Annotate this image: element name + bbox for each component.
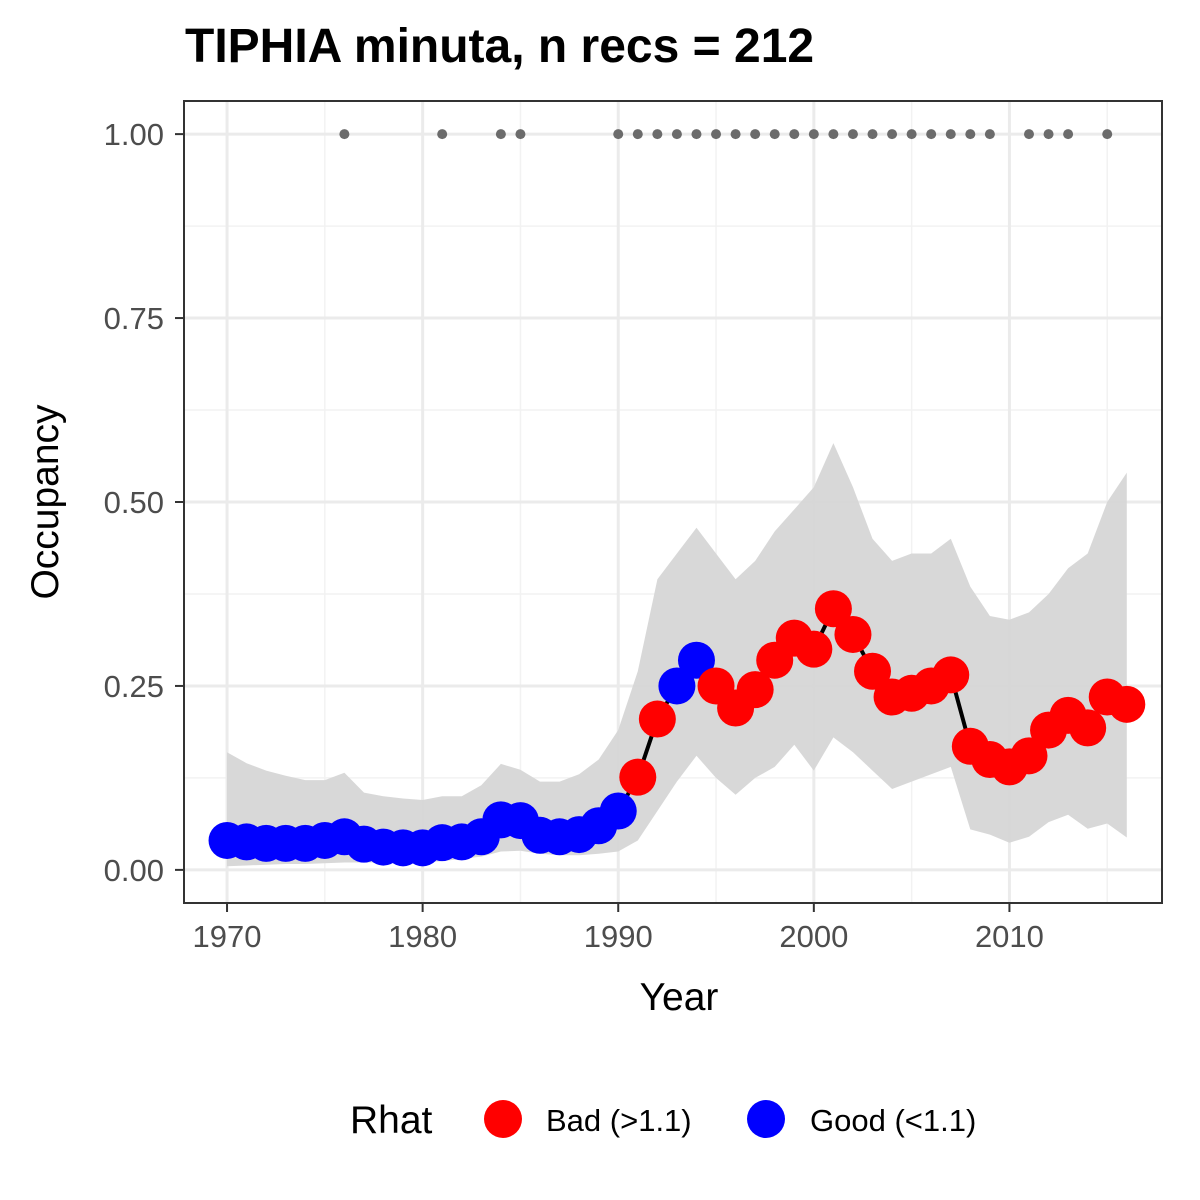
record-point — [1102, 129, 1113, 140]
record-point — [769, 129, 780, 140]
x-axis-title: Year — [640, 976, 719, 1019]
occupancy-ribbon — [227, 443, 1127, 867]
record-point — [711, 129, 722, 140]
y-axis: 0.00 0.25 0.50 0.75 1.00 — [104, 117, 184, 888]
occupancy-point — [1108, 685, 1146, 723]
occupancy-point — [736, 671, 774, 709]
record-point — [1063, 129, 1074, 140]
occupancy-point — [619, 758, 657, 796]
chart-title: TIPHIA minuta, n recs = 212 — [185, 20, 814, 73]
record-point — [808, 129, 819, 140]
legend-title: Rhat — [350, 1099, 433, 1142]
record-point — [339, 129, 350, 140]
occupancy-point — [1010, 737, 1048, 775]
record-point — [945, 129, 956, 140]
record-point — [632, 129, 643, 140]
record-point — [1023, 129, 1034, 140]
record-point — [515, 129, 526, 140]
y-tick-label: 0.50 — [104, 485, 164, 520]
record-point — [789, 129, 800, 140]
occupancy-point — [1069, 709, 1107, 747]
occupancy-point — [854, 652, 892, 690]
record-point — [887, 129, 898, 140]
record-point — [437, 129, 448, 140]
occupancy-point — [932, 656, 970, 694]
occupancy-point — [638, 700, 676, 738]
record-point — [847, 129, 858, 140]
occupancy-point — [814, 590, 852, 628]
record-point — [926, 129, 937, 140]
x-tick-label: 1970 — [193, 919, 262, 954]
occupancy-point — [795, 630, 833, 668]
record-point — [906, 129, 917, 140]
legend: Rhat Bad (>1.1) Good (<1.1) — [350, 1099, 976, 1142]
y-tick-label: 0.25 — [104, 669, 164, 704]
record-point — [984, 129, 995, 140]
y-tick-label: 1.00 — [104, 117, 164, 152]
record-point — [613, 129, 624, 140]
x-axis: 1970 1980 1990 2000 2010 — [193, 903, 1044, 954]
x-tick-label: 1980 — [388, 919, 457, 954]
occupancy-point — [599, 792, 637, 830]
y-axis-title: Occupancy — [24, 404, 67, 600]
record-point — [691, 129, 702, 140]
record-point — [652, 129, 663, 140]
x-tick-label: 1990 — [584, 919, 653, 954]
x-tick-label: 2000 — [779, 919, 848, 954]
legend-good-label: Good (<1.1) — [810, 1103, 976, 1138]
credible-interval-ribbon — [227, 443, 1127, 867]
record-point — [750, 129, 761, 140]
x-tick-label: 2010 — [975, 919, 1044, 954]
occupancy-point — [677, 641, 715, 679]
y-tick-label: 0.75 — [104, 301, 164, 336]
legend-bad-swatch — [484, 1100, 522, 1138]
record-point — [730, 129, 741, 140]
legend-bad-label: Bad (>1.1) — [546, 1103, 692, 1138]
record-point — [828, 129, 839, 140]
occupancy-point — [834, 615, 872, 653]
legend-good-swatch — [747, 1100, 785, 1138]
record-point — [495, 129, 506, 140]
record-points — [339, 129, 1113, 140]
occupancy-points — [208, 590, 1146, 867]
record-point — [965, 129, 976, 140]
y-tick-label: 0.00 — [104, 853, 164, 888]
record-point — [867, 129, 878, 140]
record-point — [1043, 129, 1054, 140]
occupancy-point — [658, 667, 696, 705]
record-point — [671, 129, 682, 140]
